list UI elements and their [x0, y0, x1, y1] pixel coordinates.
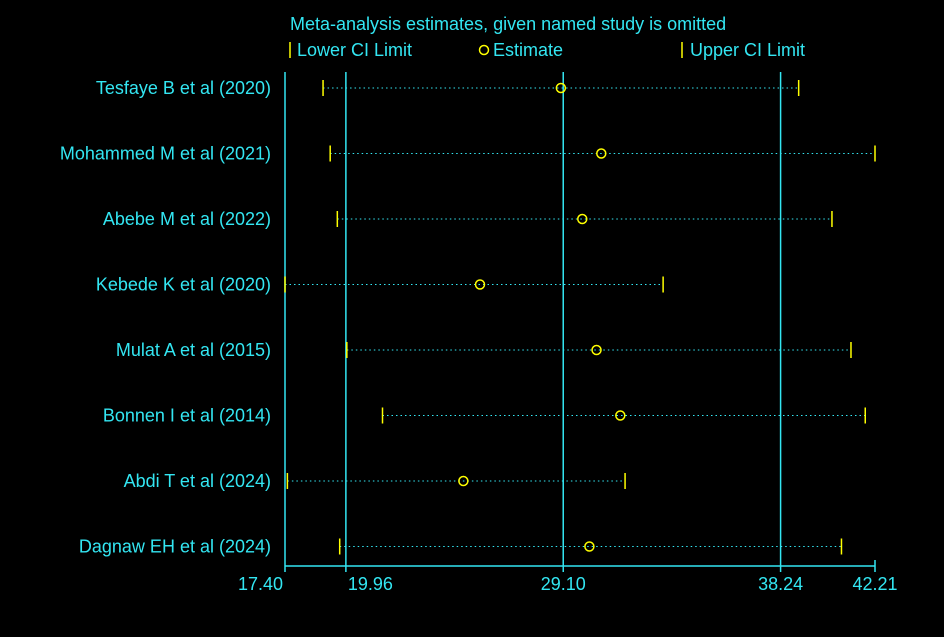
study-label: Bonnen I et al (2014) — [103, 406, 271, 426]
legend-lower-label: Lower CI Limit — [297, 40, 412, 60]
estimate-marker — [591, 344, 602, 356]
study-label: Abdi T et al (2024) — [124, 471, 271, 491]
x-tick-label: 17.40 — [238, 574, 283, 594]
chart-title: Meta-analysis estimates, given named stu… — [290, 14, 726, 34]
study-label: Mulat A et al (2015) — [116, 340, 271, 360]
study-row: Abebe M et al (2022) — [103, 209, 833, 229]
estimate-marker — [474, 279, 486, 290]
x-tick-labels: 17.40 19.96 29.10 38.24 42.21 — [238, 566, 898, 594]
estimate-marker — [584, 541, 595, 552]
study-rows: Tesfaye B et al (2020) Mohammed M et al (… — [60, 78, 876, 557]
estimate-marker — [555, 82, 567, 94]
reference-lines — [345, 72, 782, 566]
study-label: Dagnaw EH et al (2024) — [79, 537, 271, 557]
estimate-marker — [577, 213, 588, 225]
x-tick-label: 29.10 — [541, 574, 586, 594]
study-label: Mohammed M et al (2021) — [60, 144, 271, 164]
study-row: Tesfaye B et al (2020) — [96, 78, 800, 98]
x-tick-label: 42.21 — [852, 574, 897, 594]
legend-upper-label: Upper CI Limit — [690, 40, 805, 60]
estimate-marker — [615, 410, 626, 421]
study-label: Abebe M et al (2022) — [103, 209, 271, 229]
estimate-marker — [458, 475, 469, 487]
legend-estimate-label: Estimate — [493, 40, 563, 60]
legend-estimate-marker — [478, 44, 490, 56]
study-label: Kebede K et al (2020) — [96, 275, 271, 295]
study-row: Kebede K et al (2020) — [96, 275, 664, 295]
x-tick-label: 38.24 — [758, 574, 803, 594]
study-row: Dagnaw EH et al (2024) — [79, 537, 843, 557]
study-row: Bonnen I et al (2014) — [103, 406, 866, 426]
study-row: Abdi T et al (2024) — [124, 471, 626, 491]
study-label: Tesfaye B et al (2020) — [96, 78, 271, 98]
study-row: Mulat A et al (2015) — [116, 340, 852, 360]
x-tick-label: 19.96 — [348, 574, 393, 594]
study-row: Mohammed M et al (2021) — [60, 144, 876, 164]
estimate-marker — [596, 148, 607, 159]
